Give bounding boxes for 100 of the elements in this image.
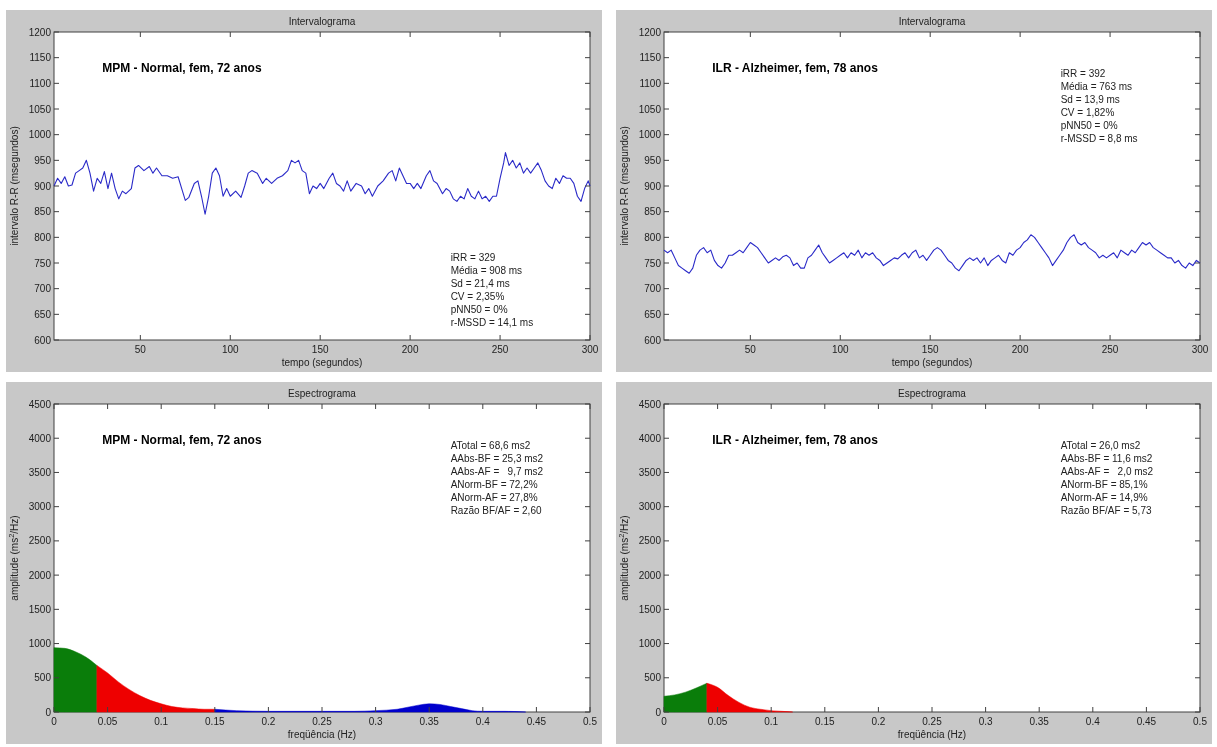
x-tick-label: 50 — [744, 344, 757, 355]
y-tick-label: 1500 — [28, 603, 52, 615]
y-tick-label: 1150 — [639, 52, 662, 64]
y-axis-title: intervalo R-R (msegundos) — [9, 126, 20, 246]
annotation: pNN50 = 0% — [450, 304, 508, 315]
y-axis-title: intervalo R-R (msegundos) — [619, 126, 630, 246]
x-tick-label: 0.1 — [764, 716, 779, 727]
x-tick-label: 0.05 — [97, 716, 118, 727]
annotation: CV = 2,35% — [450, 291, 505, 302]
y-tick-label: 3000 — [638, 501, 662, 513]
y-tick-label: 700 — [644, 283, 662, 295]
x-tick-label: 0.25 — [922, 716, 943, 727]
annotation: ANorm-BF = 72,2% — [450, 479, 538, 490]
y-tick-label: 1500 — [638, 603, 662, 615]
y-tick-label: 850 — [34, 206, 52, 218]
x-tick-label: 0.5 — [583, 716, 598, 727]
annotation: AAbs-AF = 9,7 ms2 — [450, 466, 544, 477]
x-tick-label: 0.15 — [205, 716, 225, 727]
y-tick-label: 900 — [34, 180, 52, 192]
annotation: iRR = 329 — [450, 252, 496, 263]
x-tick-label: 0.35 — [419, 716, 440, 727]
y-tick-label: 1150 — [29, 52, 52, 64]
x-tick-label: 0.1 — [154, 716, 169, 727]
x-tick-label: 150 — [921, 344, 939, 355]
annotation: Sd = 13,9 ms — [1060, 94, 1120, 105]
y-tick-label: 3500 — [28, 466, 52, 478]
annotation: Razão BF/AF = 5,73 — [1060, 505, 1152, 516]
y-tick-label: 950 — [34, 154, 52, 166]
y-tick-label: 3000 — [28, 501, 52, 513]
y-tick-label: 1000 — [638, 638, 662, 650]
y-tick-label: 4000 — [638, 432, 662, 444]
y-tick-label: 800 — [644, 231, 662, 243]
y-tick-label: 600 — [644, 334, 662, 346]
x-tick-label: 0.05 — [707, 716, 728, 727]
x-tick-label: 50 — [134, 344, 147, 355]
x-axis-title: tempo (segundos) — [891, 357, 973, 368]
annotation: MPM - Normal, fem, 72 anos — [102, 433, 262, 447]
annotation: AAbs-BF = 11,6 ms2 — [1060, 453, 1153, 464]
y-tick-label: 1100 — [639, 77, 662, 89]
annotation: iRR = 392 — [1060, 68, 1106, 79]
y-tick-label: 4500 — [28, 398, 52, 410]
x-tick-label: 200 — [401, 344, 419, 355]
y-tick-label: 1200 — [638, 26, 662, 38]
x-tick-label: 0.3 — [978, 716, 993, 727]
x-tick-label: 0.25 — [312, 716, 333, 727]
chart-title: Espectrograma — [288, 388, 357, 399]
x-tick-label: 100 — [831, 344, 850, 355]
chart-title: Intervalograma — [288, 16, 356, 27]
x-tick-label: 250 — [1101, 344, 1119, 355]
y-tick-label: 500 — [34, 672, 52, 684]
y-tick-label: 1000 — [638, 129, 662, 141]
x-tick-label: 0.4 — [1085, 716, 1101, 727]
y-tick-label: 800 — [34, 231, 52, 243]
y-tick-label: 2000 — [28, 569, 52, 581]
x-tick-label: 150 — [311, 344, 329, 355]
y-tick-label: 0 — [45, 706, 52, 718]
annotation: Sd = 21,4 ms — [450, 278, 510, 289]
line-series — [53, 152, 591, 215]
y-tick-label: 2500 — [28, 535, 52, 547]
y-tick-label: 3500 — [638, 466, 662, 478]
annotation: Média = 763 ms — [1060, 81, 1133, 92]
x-tick-label: 100 — [221, 344, 240, 355]
x-tick-label: 0.35 — [1029, 716, 1050, 727]
y-tick-label: 600 — [34, 334, 52, 346]
annotation: ATotal = 68,6 ms2 — [450, 440, 531, 451]
y-tick-label: 650 — [34, 308, 52, 320]
annotation: ANorm-AF = 14,9% — [1060, 492, 1148, 503]
y-tick-label: 650 — [644, 308, 662, 320]
annotation: ANorm-AF = 27,8% — [450, 492, 538, 503]
annotation: r-MSSD = 8,8 ms — [1060, 133, 1138, 144]
y-tick-label: 850 — [644, 206, 662, 218]
y-tick-label: 4500 — [638, 398, 662, 410]
x-tick-label: 250 — [491, 344, 509, 355]
y-tick-label: 1100 — [29, 77, 52, 89]
line-series — [663, 234, 1201, 274]
y-tick-label: 750 — [644, 257, 662, 269]
x-tick-label: 0.4 — [475, 716, 491, 727]
x-tick-label: 0.5 — [1193, 716, 1208, 727]
y-tick-label: 1050 — [28, 103, 52, 115]
annotation: pNN50 = 0% — [1060, 120, 1118, 131]
annotation: MPM - Normal, fem, 72 anos — [102, 61, 262, 75]
chart-title: Intervalograma — [898, 16, 966, 27]
x-tick-label: 0.3 — [368, 716, 383, 727]
x-tick-label: 200 — [1011, 344, 1029, 355]
x-tick-label: 0.2 — [871, 716, 886, 727]
y-tick-label: 1050 — [638, 103, 662, 115]
chart-title: Espectrograma — [898, 388, 967, 399]
annotation: ANorm-BF = 85,1% — [1060, 479, 1148, 490]
annotation: Média = 908 ms — [450, 265, 523, 276]
y-tick-label: 750 — [34, 257, 52, 269]
y-tick-label: 900 — [644, 180, 662, 192]
annotation: ILR - Alzheimer, fem, 78 anos — [712, 61, 879, 75]
x-tick-label: 300 — [581, 344, 599, 355]
x-tick-label: 0.2 — [261, 716, 276, 727]
x-tick-label: 300 — [1191, 344, 1209, 355]
x-tick-label: 0.45 — [1136, 716, 1157, 727]
y-tick-label: 1200 — [28, 26, 52, 38]
y-tick-label: 4000 — [28, 432, 52, 444]
annotation: AAbs-AF = 2,0 ms2 — [1060, 466, 1154, 477]
annotation: r-MSSD = 14,1 ms — [450, 317, 534, 328]
